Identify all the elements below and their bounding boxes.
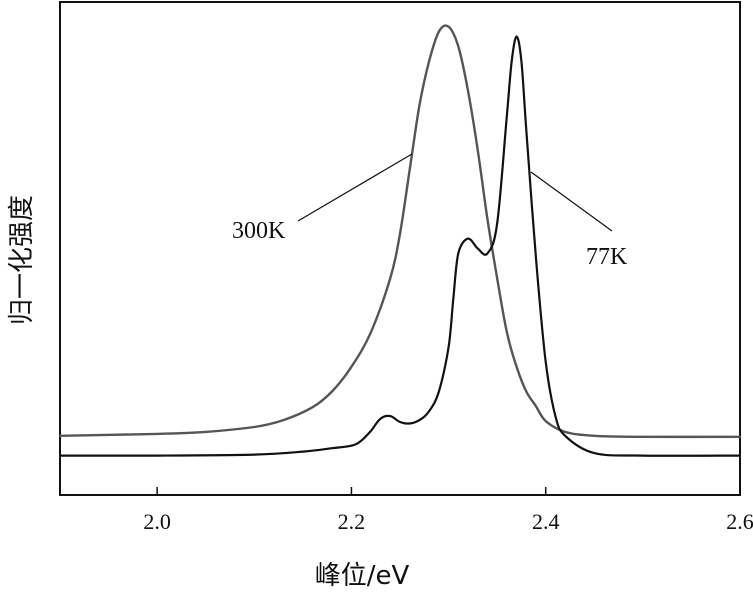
x-tick-label: 2.6 <box>726 509 753 534</box>
series-line-77k <box>58 35 742 457</box>
x-tick-label: 2.4 <box>532 509 560 534</box>
annotation-leaders <box>297 153 613 232</box>
plot-frame <box>59 1 741 496</box>
leader-77k <box>530 171 613 232</box>
y-axis-title: 归一化强度 <box>7 195 37 325</box>
x-tick-label: 2.0 <box>143 509 171 534</box>
series-curves <box>58 24 742 457</box>
x-axis-ticks: 2.0 2.2 2.4 2.6 <box>143 487 753 534</box>
leader-300k <box>297 153 413 222</box>
series-line-300k <box>58 24 742 439</box>
x-tick-label: 2.2 <box>338 509 366 534</box>
x-axis-title: 峰位/eV <box>315 561 410 591</box>
series-label-77k: 77K <box>586 244 628 270</box>
series-label-300k: 300K <box>232 218 286 244</box>
